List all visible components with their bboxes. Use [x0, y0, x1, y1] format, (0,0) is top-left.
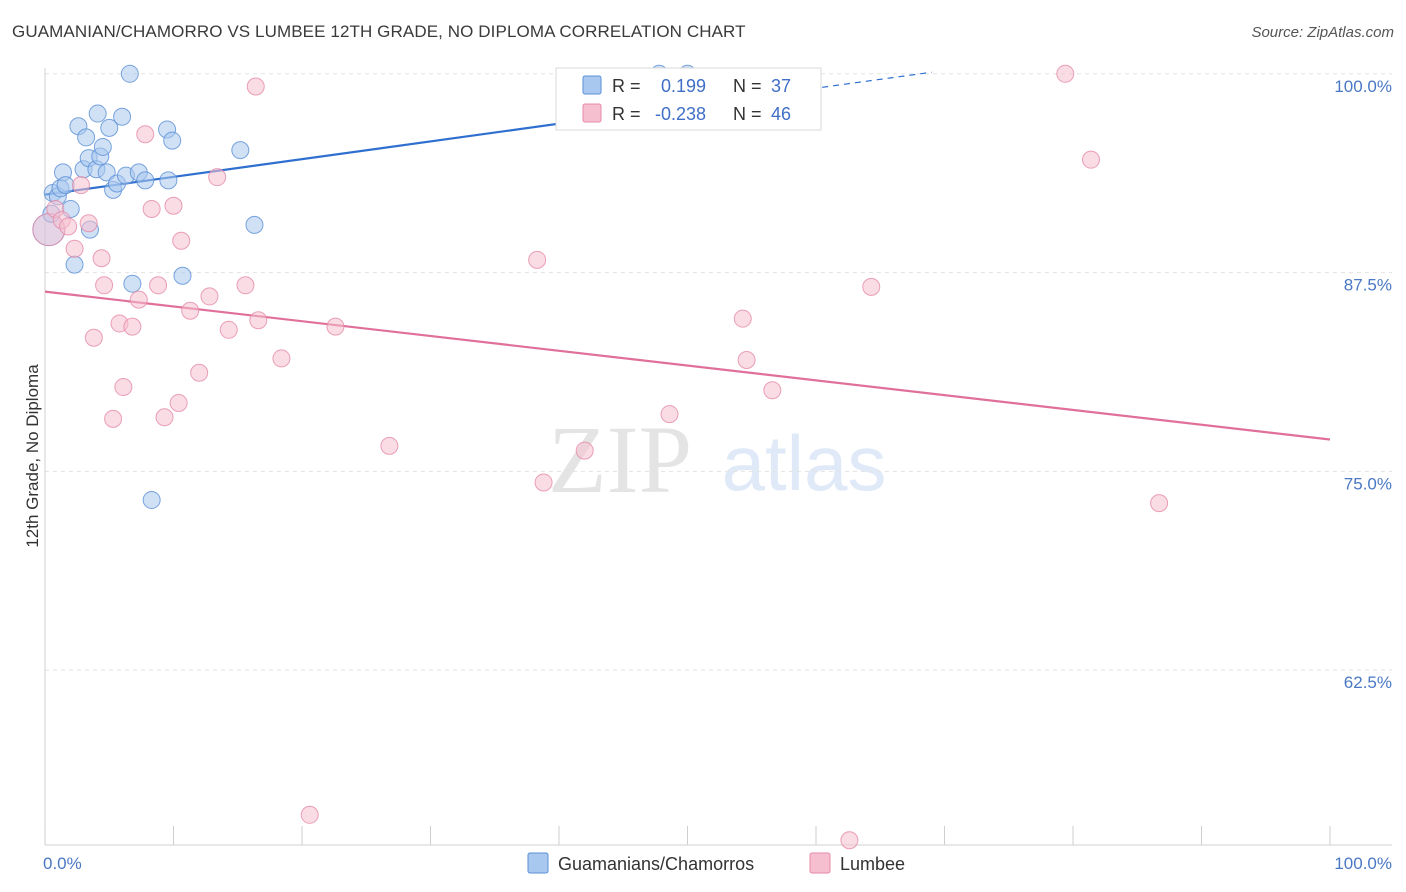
series-legend: Guamanians/Chamorros Lumbee	[527, 852, 905, 874]
point-lumbee	[65, 239, 84, 258]
point-lumbee	[300, 805, 319, 824]
y-tick-label: 87.5%	[1344, 276, 1392, 295]
point-lumbee	[862, 277, 881, 296]
point-guamanian	[159, 171, 178, 190]
point-lumbee	[84, 328, 103, 347]
point-lumbee	[737, 351, 756, 370]
point-lumbee	[181, 301, 200, 320]
point-lumbee	[660, 405, 679, 424]
point-lumbee	[79, 214, 98, 233]
x-tick-label: 100.0%	[1334, 854, 1392, 873]
point-lumbee	[326, 317, 345, 336]
point-guamanian	[65, 255, 84, 274]
point-lumbee	[219, 320, 238, 339]
point-guamanian	[113, 107, 132, 126]
point-lumbee	[95, 276, 114, 295]
point-guamanian	[173, 266, 192, 285]
legend-r-value-pink: -0.238	[655, 104, 706, 124]
point-lumbee	[1150, 494, 1169, 513]
watermark-zip: ZIP	[548, 406, 692, 513]
chart-title: GUAMANIAN/CHAMORRO VS LUMBEE 12TH GRADE,…	[12, 22, 746, 41]
point-guamanian	[97, 163, 116, 182]
point-guamanian	[231, 141, 250, 160]
data-points	[32, 64, 1169, 850]
point-guamanian	[93, 137, 112, 156]
point-lumbee	[155, 408, 174, 427]
point-lumbee	[59, 217, 78, 236]
bottom-legend-swatch-blue	[527, 852, 549, 874]
legend-n-label-blue: N =	[733, 76, 762, 96]
point-lumbee	[149, 276, 168, 295]
point-lumbee	[1081, 150, 1100, 169]
point-lumbee	[142, 199, 161, 218]
point-lumbee	[840, 831, 859, 850]
legend-r-label-blue: R =	[612, 76, 641, 96]
point-guamanian	[56, 176, 75, 195]
point-lumbee	[763, 381, 782, 400]
legend-swatch-pink	[582, 103, 602, 123]
point-lumbee	[92, 249, 111, 268]
legend-n-value-blue: 37	[771, 76, 791, 96]
point-lumbee	[1056, 64, 1075, 83]
point-lumbee	[123, 317, 142, 336]
point-lumbee	[169, 393, 188, 412]
point-lumbee	[200, 287, 219, 306]
bottom-legend-label-pink: Lumbee	[840, 854, 905, 874]
point-guamanian	[77, 128, 96, 147]
legend-r-value-blue: 0.199	[661, 76, 706, 96]
y-tick-label: 100.0%	[1334, 77, 1392, 96]
legend-swatch-blue	[582, 75, 602, 95]
point-guamanian	[88, 104, 107, 123]
legend-r-label-pink: R =	[612, 104, 641, 124]
point-lumbee	[208, 168, 227, 187]
point-lumbee	[733, 309, 752, 328]
point-lumbee	[129, 290, 148, 309]
point-lumbee	[236, 276, 255, 295]
y-tick-label: 75.0%	[1344, 474, 1392, 493]
point-lumbee	[172, 231, 191, 250]
point-lumbee	[136, 125, 155, 144]
point-lumbee	[528, 250, 547, 269]
y-tick-label: 62.5%	[1344, 673, 1392, 692]
point-lumbee	[272, 349, 291, 368]
legend-n-label-pink: N =	[733, 104, 762, 124]
point-guamanian	[142, 490, 161, 509]
point-lumbee	[71, 176, 90, 195]
y-axis-label: 12th Grade, No Diploma	[23, 364, 42, 548]
watermark-atlas: atlas	[722, 419, 887, 507]
point-guamanian	[123, 274, 142, 293]
point-lumbee	[104, 409, 123, 428]
point-guamanian	[163, 131, 182, 150]
point-lumbee	[249, 311, 268, 330]
point-guamanian	[245, 215, 264, 234]
point-guamanian	[100, 118, 119, 137]
point-guamanian	[120, 64, 139, 83]
point-lumbee	[246, 77, 265, 96]
point-lumbee	[164, 196, 183, 215]
stats-legend: R = 0.199 N = 37 R = -0.238 N = 46	[555, 67, 822, 131]
point-lumbee	[190, 363, 209, 382]
gridlines	[45, 73, 1392, 671]
source-label: Source: ZipAtlas.com	[1251, 24, 1394, 41]
point-guamanian	[136, 171, 155, 190]
x-tick-label: 0.0%	[43, 854, 82, 873]
point-lumbee	[114, 378, 133, 397]
point-lumbee	[534, 473, 553, 492]
bottom-legend-swatch-pink	[809, 852, 831, 874]
point-lumbee	[575, 441, 594, 460]
bottom-legend-label-blue: Guamanians/Chamorros	[558, 854, 754, 874]
axes: 62.5% 75.0% 87.5% 100.0% 0.0% 100.0%	[43, 68, 1392, 873]
legend-n-value-pink: 46	[771, 104, 791, 124]
point-lumbee	[380, 436, 399, 455]
